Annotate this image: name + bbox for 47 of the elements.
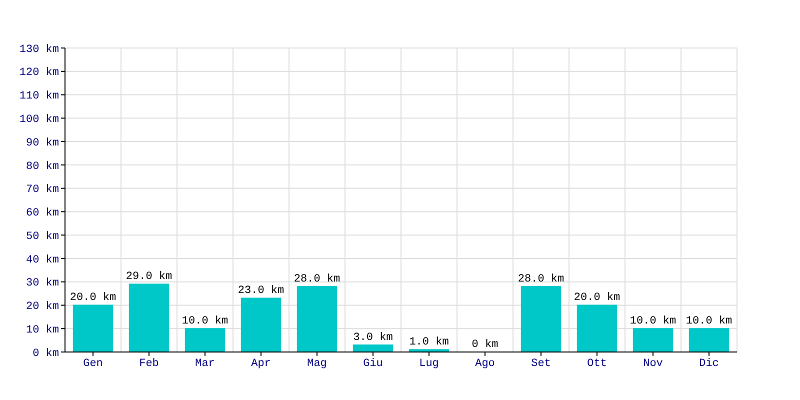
bar [296,286,338,352]
data-label: 29.0 km [126,271,172,284]
y-tick-label: 0 km [32,348,60,360]
y-tick-label: 60 km [26,208,60,220]
data-label: 1.0 km [409,336,450,349]
y-tick-label: 90 km [26,137,60,150]
y-tick-label: 70 km [26,184,60,196]
x-tick-label: Ott [587,358,607,370]
data-label: 3.0 km [353,332,394,344]
data-label: 10.0 km [182,316,228,328]
x-tick-label: Dic [699,358,719,370]
data-label: 0 km [472,339,499,351]
x-tick-label: Mar [195,358,215,370]
x-tick-label: Feb [139,358,159,370]
bar [576,304,618,352]
x-tick-label: Lug [419,358,439,370]
y-tick-label: 20 km [26,301,60,314]
bar [632,328,674,352]
x-tick-label: Ago [475,358,495,370]
y-tick-label: 110 km [19,90,60,103]
y-tick-label: 80 km [26,160,60,173]
y-tick-label: 100 km [19,114,60,126]
data-label: 10.0 km [630,316,676,328]
y-tick-label: 10 km [26,324,60,336]
bar [240,298,282,352]
x-tick-label: Mag [307,358,327,370]
data-label: 20.0 km [574,292,620,304]
y-tick-label: 30 km [26,278,60,290]
bar [520,286,562,352]
data-label: 20.0 km [70,292,116,304]
bar [128,284,170,352]
bar [184,328,226,352]
bar [72,304,114,352]
x-tick-label: Apr [251,358,271,370]
x-tick-label: Giu [363,358,383,370]
y-tick-label: 120 km [19,67,60,80]
data-label: 23.0 km [238,285,284,298]
data-label: 10.0 km [686,316,732,328]
x-tick-label: Gen [83,358,103,370]
bar [688,328,730,352]
y-tick-label: 40 km [26,254,60,266]
y-tick-label: 130 km [19,44,60,56]
x-tick-label: Set [531,358,551,370]
data-label: 28.0 km [294,274,340,286]
x-tick-label: Nov [643,358,664,370]
data-label: 28.0 km [518,274,564,286]
y-tick-label: 50 km [26,230,60,243]
